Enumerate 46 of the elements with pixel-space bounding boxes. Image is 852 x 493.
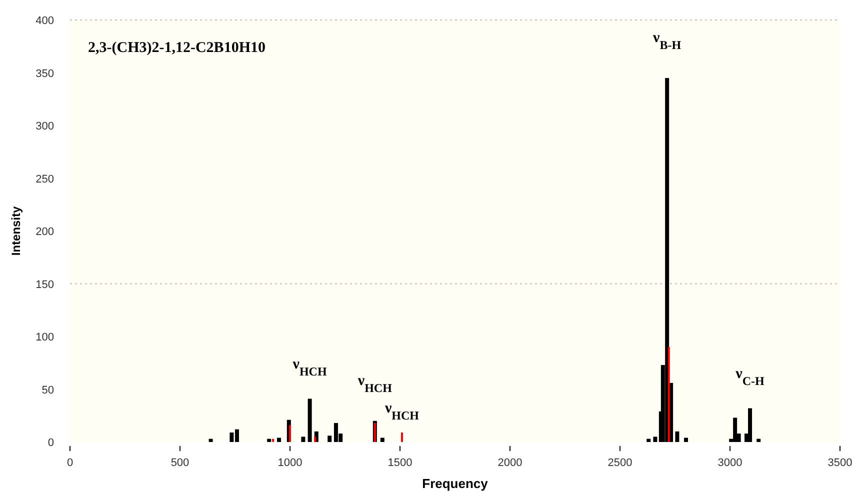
y-tick-label: 50 <box>42 384 54 396</box>
x-tick-label: 2500 <box>608 457 632 469</box>
bar <box>400 432 403 442</box>
annotation: ν$_{C-H}$ <box>734 366 766 388</box>
bar <box>380 438 384 442</box>
bar <box>328 436 332 442</box>
bar <box>272 438 274 442</box>
y-tick-label: 250 <box>36 173 54 186</box>
y-tick-label: 400 <box>36 15 54 27</box>
annotation: ν$_{HCH}$ <box>356 372 393 395</box>
bar <box>684 438 688 442</box>
bar <box>277 438 281 442</box>
bar <box>748 408 752 442</box>
x-tick-label: 2000 <box>498 457 522 469</box>
bar <box>314 436 316 442</box>
x-tick-label: 0 <box>66 457 74 469</box>
bar <box>374 423 376 442</box>
annotation: ν$_{B-H}$ <box>652 30 682 52</box>
bar <box>668 347 670 442</box>
bar <box>267 438 272 442</box>
bar <box>653 436 658 442</box>
x-tick-label: 1500 <box>388 457 412 469</box>
bar <box>301 436 306 442</box>
x-tick-label: 3500 <box>828 457 852 469</box>
y-tick-label: 200 <box>36 226 54 238</box>
y-tick-label: 0 <box>48 437 54 449</box>
text: 2,3-(CH3)2-1,12-C2B10H10 <box>88 40 266 56</box>
y-tick-label: 150 <box>36 278 54 291</box>
annotation: ν$_{HCH}$ <box>292 356 328 379</box>
x-tick-label: 3000 <box>718 457 742 469</box>
x-tick-label: 500 <box>170 457 190 469</box>
bar <box>733 418 738 442</box>
x-axis-title: Frequency <box>422 476 489 491</box>
bar <box>308 398 312 442</box>
bar <box>208 438 213 442</box>
bar <box>289 425 291 442</box>
bar <box>646 438 651 442</box>
y-tick-label: 350 <box>36 68 54 80</box>
bar <box>665 78 670 442</box>
y-tick-label: 300 <box>36 120 54 132</box>
x-tick-label: 1000 <box>278 457 302 469</box>
bar <box>675 431 680 442</box>
bar <box>756 438 761 442</box>
annotation: ν$_{HCH}$ <box>384 400 420 423</box>
y-tick-label: 100 <box>36 332 54 344</box>
y-axis-title: Intensity <box>9 206 23 256</box>
